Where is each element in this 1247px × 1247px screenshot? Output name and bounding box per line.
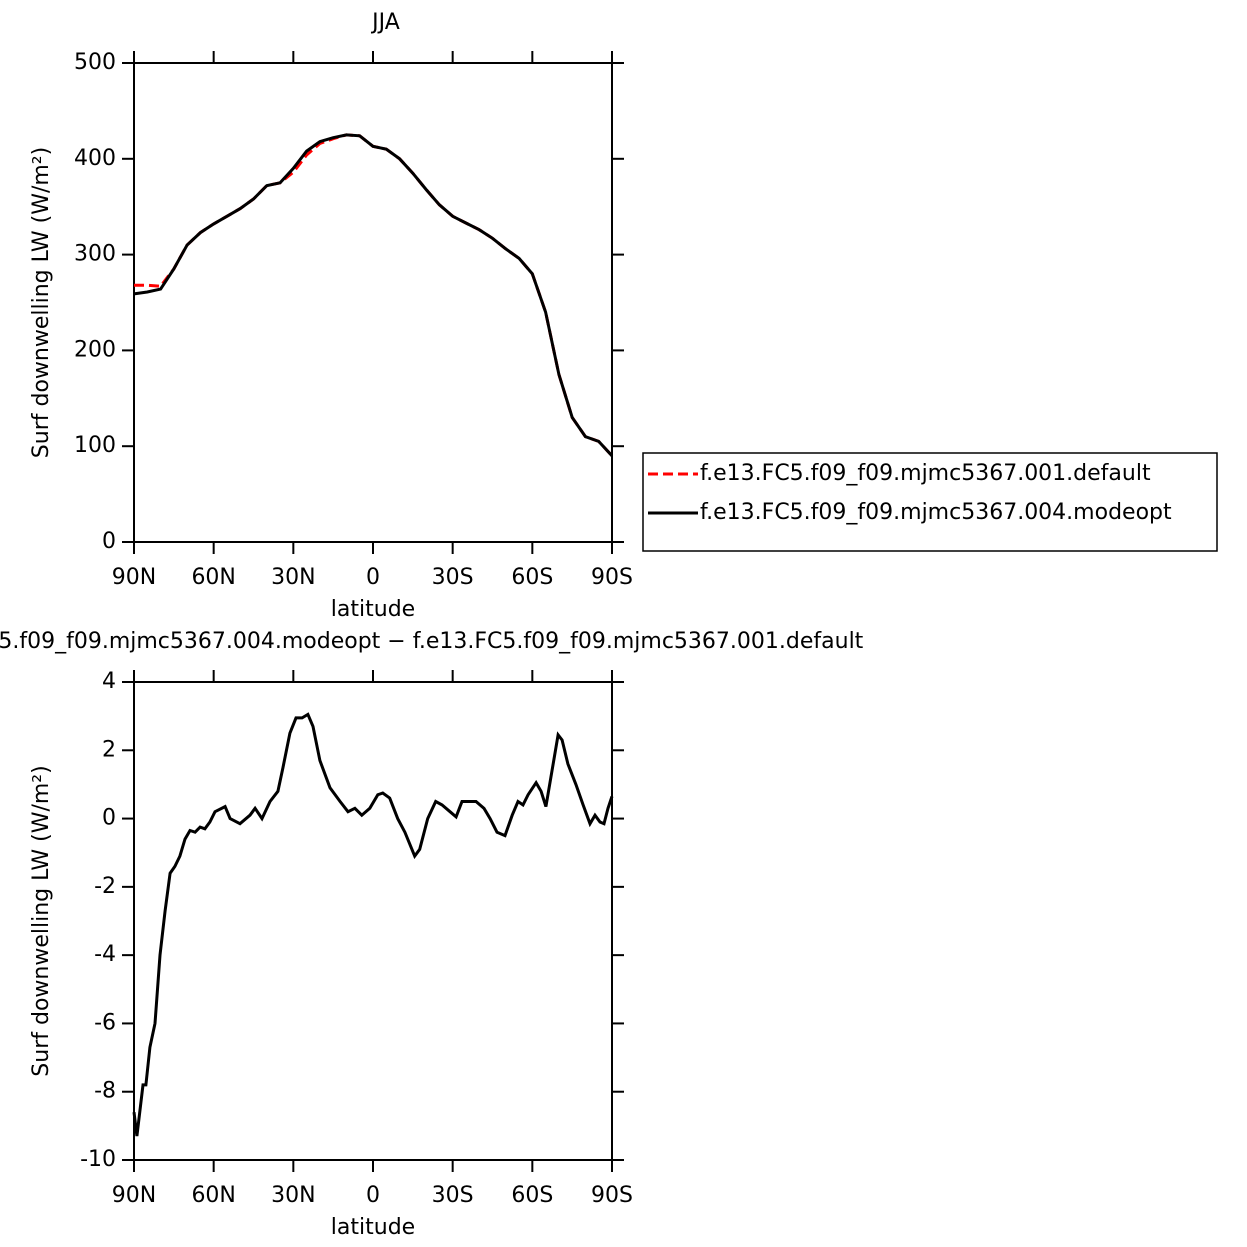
y-tick-label: -8 [94,1079,116,1104]
x-tick-label: 30N [271,565,315,590]
y-tick-label: 4 [102,669,116,694]
y-tick-label: 200 [74,337,116,362]
x-tick-label: 60S [511,565,553,590]
y-tick-label: -6 [94,1010,116,1035]
data-line [132,712,614,1137]
y-tick-label: 0 [102,806,116,831]
plot-frame [133,681,613,1161]
x-tick-label: 90N [112,565,156,590]
x-tick-label: 90S [591,565,633,590]
x-axis-label: latitude [331,1215,415,1240]
y-tick-label: 400 [74,146,116,171]
x-tick-label: 30N [271,1183,315,1208]
data-line [133,133,614,457]
x-tick-label: 60N [191,1183,235,1208]
y-tick-label: -10 [80,1147,116,1172]
plot-frame [133,62,613,543]
y-tick-label: -2 [94,874,116,899]
x-tick-label: 30S [432,565,474,590]
x-tick-label: 60S [511,1183,553,1208]
y-tick-label: 2 [102,737,116,762]
x-tick-label: 0 [366,1183,380,1208]
x-tick-label: 0 [366,565,380,590]
y-tick-label: 0 [102,529,116,554]
x-tick-label: 90S [591,1183,633,1208]
y-tick-label: -4 [94,942,116,967]
x-tick-label: 60N [191,565,235,590]
y-tick-label: 500 [74,50,116,75]
y-tick-label: 100 [74,433,116,458]
y-tick-label: 300 [74,242,116,267]
legend-label: f.e13.FC5.f09_f09.mjmc5367.001.default [700,461,1151,486]
legend-label: f.e13.FC5.f09_f09.mjmc5367.004.modeopt [700,500,1172,525]
x-axis-label: latitude [331,597,415,622]
y-axis-label: Surf downwelling LW (W/m²) [29,765,54,1076]
x-tick-label: 30S [432,1183,474,1208]
x-tick-label: 90N [112,1183,156,1208]
chart-title: JJA [370,10,400,35]
y-axis-label: Surf downwelling LW (W/m²) [29,147,54,458]
legend-box [642,452,1218,552]
chart-title: f.e13.FC5.f09_f09.mjmc5367.004.modeopt −… [0,629,864,654]
